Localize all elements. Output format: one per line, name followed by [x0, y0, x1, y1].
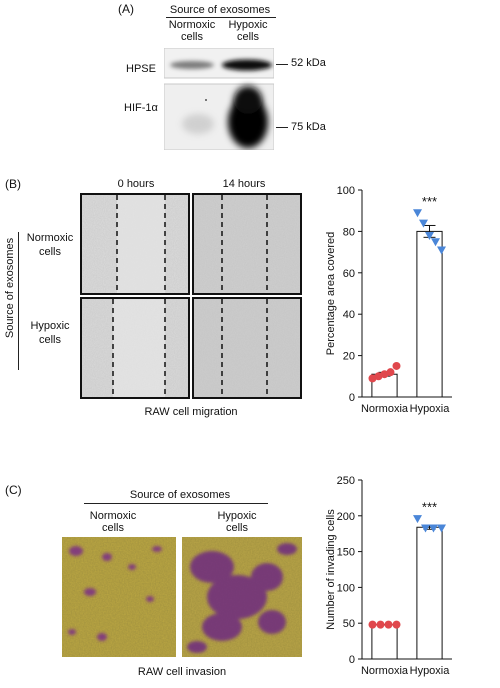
bar-hypoxia: [416, 230, 443, 398]
row-label-normoxic: Normoxic cells: [26, 232, 74, 258]
point-hypoxia-1: [421, 524, 430, 533]
y-tick-label-150: 150: [337, 547, 355, 559]
point-normoxia-4: [392, 361, 401, 370]
bar-hypoxia: [416, 526, 443, 660]
panel-a-col-normoxic: Normoxic cells: [168, 19, 216, 43]
x-tick-label-normoxia: Normoxia: [361, 665, 409, 677]
point-normoxia-2: [384, 620, 393, 629]
point-hypoxia-2: [429, 524, 438, 533]
x-tick-label-hypoxia: Hypoxia: [410, 665, 451, 677]
band-hif-normoxic: [182, 114, 214, 134]
marker-52kda: 52 kDa: [291, 57, 326, 69]
point-hypoxia-0: [413, 209, 422, 218]
y-tick-label-20: 20: [343, 351, 355, 363]
point-hypoxia-2: [425, 232, 434, 241]
marker-tick-75: [276, 127, 288, 128]
y-tick-label-80: 80: [343, 226, 355, 238]
row-label-hif: HIF-1α: [124, 102, 158, 114]
marker-75kda: 75 kDa: [291, 121, 326, 133]
marker-tick-52: [276, 64, 288, 65]
point-normoxia-0: [368, 374, 377, 383]
point-hypoxia-4: [437, 246, 446, 255]
caption-migration: RAW cell migration: [144, 406, 238, 418]
panel-a-label: (A): [118, 2, 134, 16]
y-tick-label-60: 60: [343, 268, 355, 280]
panel-c-label: (C): [5, 483, 22, 497]
y-axis-label: Percentage area covered: [325, 232, 337, 356]
col-label-14h: 14 hours: [222, 178, 266, 190]
caption-invasion: RAW cell invasion: [137, 666, 227, 678]
point-hypoxia-3: [431, 238, 440, 247]
y-axis-label: Number of invading cells: [325, 509, 337, 630]
micrograph-invasion-normoxic: [62, 537, 176, 657]
point-normoxia-3: [386, 368, 395, 377]
row-label-hypoxic: Hypoxic cells: [30, 320, 70, 346]
micrograph-normoxic-0h: [80, 193, 190, 295]
band-hpse-normoxic: [170, 61, 214, 69]
point-hypoxia-3: [437, 524, 446, 533]
panel-a-header: Source of exosomes: [169, 4, 271, 16]
western-blot: [164, 48, 274, 150]
side-label-rule: [18, 232, 19, 370]
band-hpse-hypoxic: [222, 59, 272, 71]
point-hypoxia-1: [419, 219, 428, 228]
bar-normoxia: [371, 624, 398, 660]
point-normoxia-1: [376, 620, 385, 629]
point-normoxia-3: [392, 620, 401, 629]
y-tick-label-200: 200: [337, 511, 355, 523]
x-tick-label-normoxia: Normoxia: [361, 403, 409, 415]
panel-c-header: Source of exosomes: [129, 489, 231, 501]
point-hypoxia-0: [413, 515, 422, 524]
significance-annotation: ***: [422, 500, 437, 515]
micrograph-hypoxic-0h: [80, 297, 190, 399]
panel-c-header-rule: [84, 503, 268, 504]
y-tick-label-0: 0: [349, 392, 355, 404]
panel-a-header-rule: [166, 17, 276, 18]
x-tick-label-hypoxia: Hypoxia: [410, 403, 451, 415]
chart-migration: 0 20 40 60 80 100 Percentage area covered Normo…: [325, 185, 452, 415]
micrograph-hypoxic-14h: [192, 297, 302, 399]
migration-micrographs: [80, 193, 302, 399]
point-normoxia-2: [380, 370, 389, 379]
panel-a-col-hypoxic: Hypoxic cells: [228, 19, 268, 43]
y-tick-label-100: 100: [337, 185, 355, 197]
point-normoxia-1: [374, 372, 383, 381]
micrograph-normoxic-14h: [192, 193, 302, 295]
point-normoxia-0: [368, 620, 377, 629]
y-tick-label-250: 250: [337, 475, 355, 487]
significance-annotation: ***: [422, 194, 437, 209]
y-tick-label-100: 100: [337, 582, 355, 594]
panel-b-label: (B): [5, 177, 21, 191]
side-label-source: Source of exosomes: [4, 237, 16, 339]
row-label-hpse: HPSE: [126, 63, 156, 75]
invasion-micrographs: [62, 537, 302, 657]
panel-c-col-normoxic: Normoxic cells: [89, 510, 137, 534]
y-tick-label-50: 50: [343, 618, 355, 630]
y-tick-label-40: 40: [343, 309, 355, 321]
panel-c-col-hypoxic: Hypoxic cells: [217, 510, 257, 534]
micrograph-invasion-hypoxic: [182, 537, 302, 657]
chart-invasion: 0 50 100 150 200 250 Number of invading cells N…: [325, 475, 452, 677]
y-tick-label-0: 0: [349, 654, 355, 666]
col-label-0h: 0 hours: [117, 178, 155, 190]
